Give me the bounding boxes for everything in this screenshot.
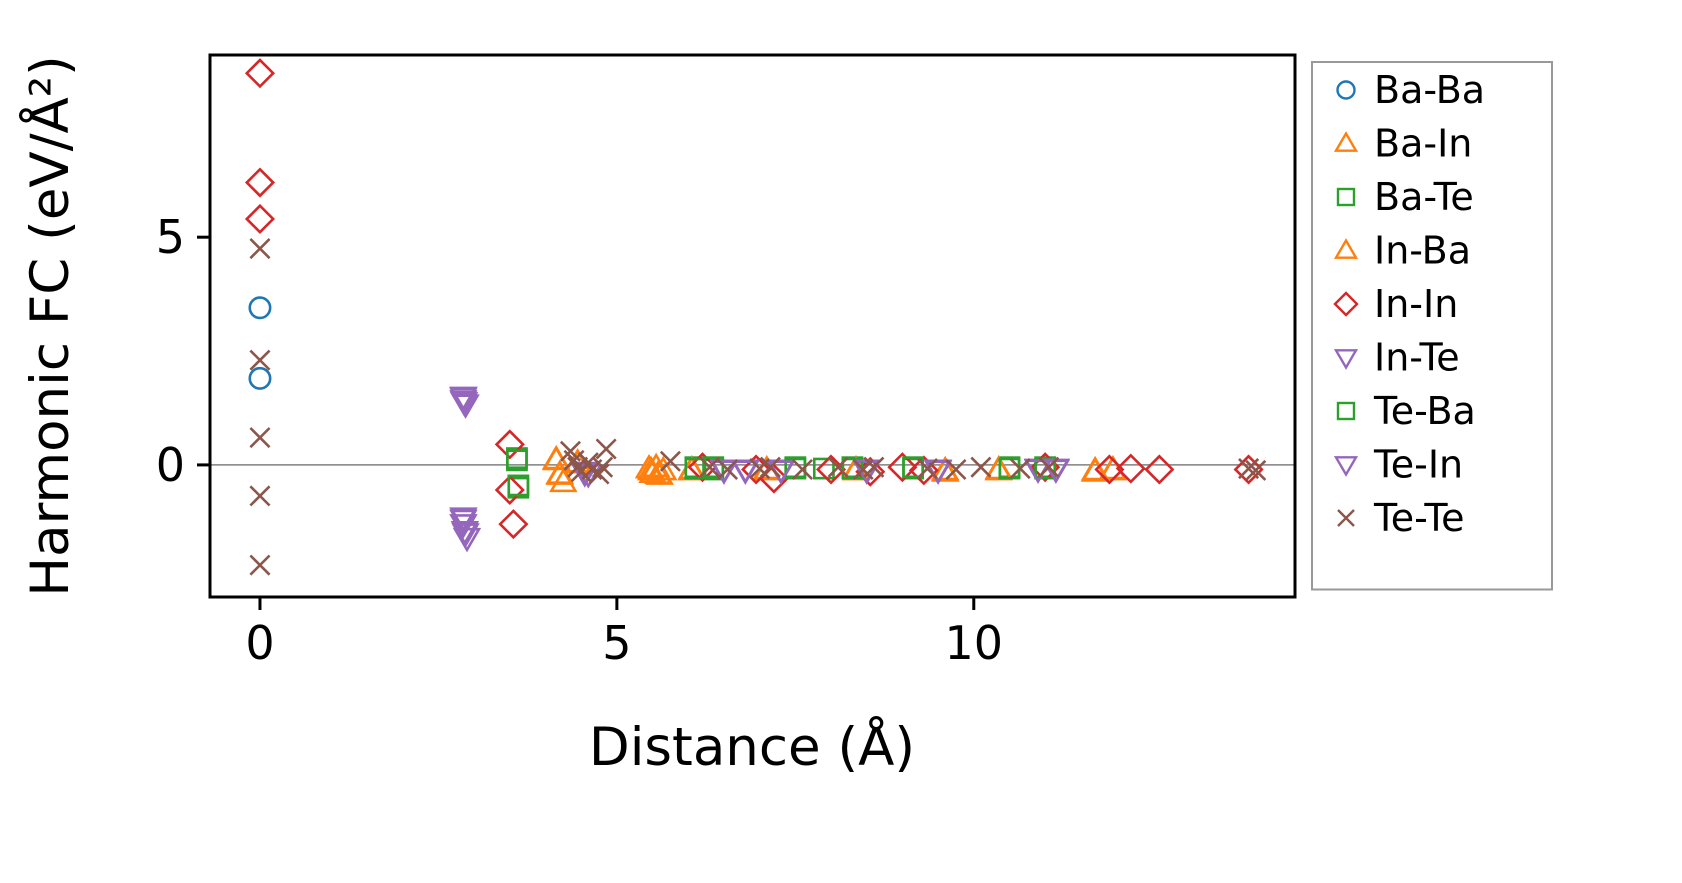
series-Te-Te: [249, 238, 1267, 576]
legend-label: Te-In: [1373, 443, 1463, 487]
legend-marker-diamond-icon: [1333, 291, 1359, 317]
legend-label: Te-Ba: [1373, 389, 1476, 433]
legend: Ba-Ba Ba-In Ba-Te In-Ba In-In In-Te Te-Ba Te-In…: [1311, 61, 1553, 591]
legend-label: In-Te: [1374, 336, 1460, 380]
legend-item-Te-In: Te-In: [1333, 443, 1463, 487]
legend-marker-triangle-down-icon: [1333, 349, 1359, 370]
series-Ba-Ba: [248, 296, 272, 390]
legend-label: In-In: [1374, 282, 1458, 326]
y-tick-label: 5: [156, 210, 185, 264]
y-axis-label: Harmonic FC (eV/Å²): [17, 55, 81, 596]
legend-item-Ba-In: Ba-In: [1333, 122, 1472, 166]
legend-marker-square-icon: [1336, 401, 1356, 421]
x-tick-label: 10: [945, 616, 1004, 670]
legend-label: Ba-Ba: [1374, 68, 1485, 112]
legend-item-In-In: In-In: [1333, 282, 1458, 326]
legend-label: Ba-In: [1374, 122, 1472, 166]
legend-marker-x-icon: [1337, 509, 1355, 527]
legend-marker-triangle-down-icon: [1333, 456, 1359, 477]
legend-marker-triangle-up-icon: [1333, 238, 1359, 259]
legend-marker-circle-icon: [1336, 80, 1356, 100]
x-axis-label: Distance (Å): [589, 714, 915, 778]
data-points: [244, 58, 1267, 576]
legend-item-Te-Te: Te-Te: [1337, 496, 1465, 540]
legend-item-In-Te: In-Te: [1333, 336, 1460, 380]
y-tick-label: 0: [156, 438, 185, 492]
x-tick-label: 0: [245, 616, 274, 670]
legend-label: Ba-Te: [1374, 175, 1474, 219]
axes-frame: [208, 53, 1297, 599]
x-tick-label: 5: [602, 616, 631, 670]
legend-label: In-Ba: [1374, 229, 1471, 273]
legend-item-Ba-Ba: Ba-Ba: [1336, 68, 1485, 112]
legend-item-In-Ba: In-Ba: [1333, 229, 1471, 273]
axis-ticks: 0 5 10 0 5: [156, 210, 1003, 670]
legend-marker-triangle-up-icon: [1333, 131, 1359, 152]
legend-item-Te-Ba: Te-Ba: [1336, 389, 1476, 433]
legend-item-Ba-Te: Ba-Te: [1336, 175, 1474, 219]
legend-label: Te-Te: [1373, 496, 1465, 540]
legend-marker-square-icon: [1336, 187, 1356, 207]
